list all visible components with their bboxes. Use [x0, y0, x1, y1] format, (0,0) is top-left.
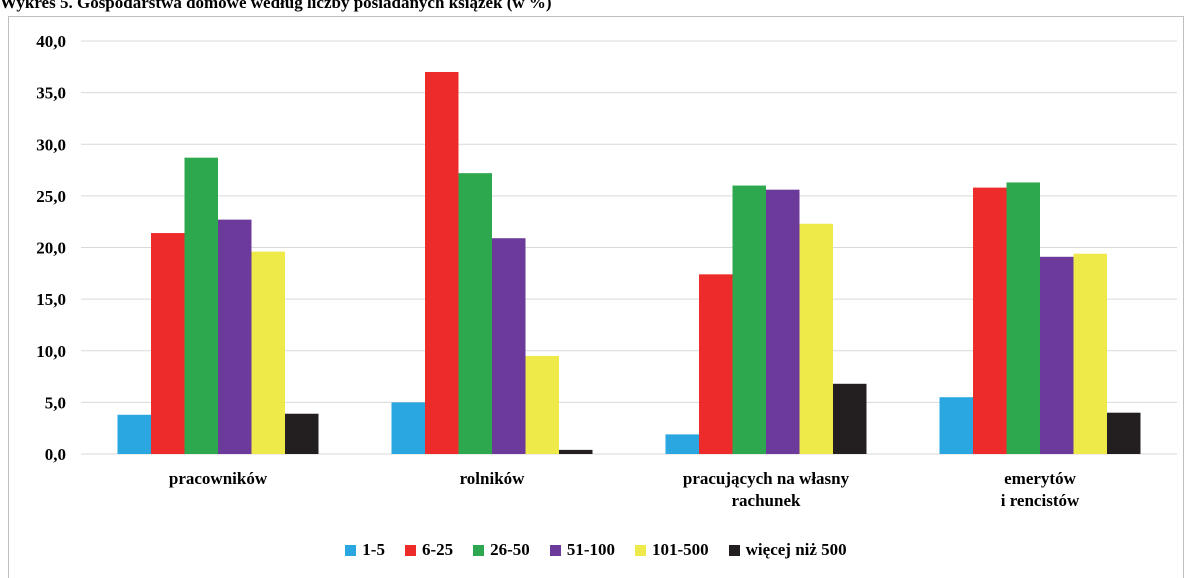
- bar: [766, 189, 800, 454]
- bar: [525, 355, 559, 454]
- legend-label: 1-5: [362, 540, 385, 559]
- x-tick-label: emerytów i rencistów: [1000, 469, 1080, 510]
- legend: 1-5 6-25 26-50 51-100 101-500 więcej niż 500: [8, 540, 1184, 560]
- legend-item: 1-5: [345, 540, 385, 560]
- bar: [1040, 256, 1074, 454]
- bar: [492, 238, 526, 454]
- bar: [1006, 182, 1040, 454]
- x-tick-label: rolników: [459, 469, 525, 488]
- bar: [251, 251, 285, 454]
- y-tick-label: 20,0: [36, 239, 66, 258]
- bar: [458, 173, 492, 454]
- bar: [559, 449, 593, 454]
- y-tick-label: 30,0: [36, 135, 66, 154]
- y-tick-label: 25,0: [36, 187, 66, 206]
- legend-item: 26-50: [473, 540, 530, 560]
- bar: [799, 223, 833, 454]
- bar: [665, 434, 699, 454]
- legend-swatch: [404, 544, 416, 556]
- legend-swatch: [473, 544, 485, 556]
- bar: [117, 414, 151, 454]
- bar: [151, 233, 185, 454]
- y-tick-label: 10,0: [36, 342, 66, 361]
- bar: [939, 397, 973, 454]
- legend-label: 26-50: [490, 540, 530, 559]
- legend-swatch: [634, 544, 646, 556]
- bar: [1107, 412, 1141, 454]
- legend-label: więcej niż 500: [745, 540, 847, 559]
- chart-title: Wykres 5. Gospodarstwa domowe według lic…: [0, 0, 552, 12]
- bar: [833, 383, 867, 454]
- y-tick-label: 40,0: [36, 32, 66, 51]
- chart-frame: [8, 16, 1184, 578]
- y-tick-label: 15,0: [36, 290, 66, 309]
- legend-swatch: [728, 544, 740, 556]
- bar: [218, 219, 252, 454]
- bar: [973, 187, 1007, 455]
- bar: [425, 71, 459, 454]
- x-tick-label: pracowników: [168, 469, 268, 488]
- legend-item: 6-25: [404, 540, 454, 560]
- legend-item: więcej niż 500: [728, 540, 847, 560]
- bar: [732, 185, 766, 455]
- bar: [391, 402, 425, 454]
- legend-item: 101-500: [634, 540, 709, 560]
- legend-label: 6-25: [421, 540, 454, 559]
- y-tick-label: 0,0: [45, 445, 66, 464]
- y-tick-label: 5,0: [45, 393, 66, 412]
- legend-swatch: [549, 544, 561, 556]
- y-tick-label: 35,0: [36, 84, 66, 103]
- bar: [699, 274, 733, 454]
- bar: [1073, 253, 1107, 454]
- legend-item: 51-100: [549, 540, 615, 560]
- bar: [184, 157, 218, 455]
- legend-label: 101-500: [651, 540, 709, 559]
- legend-label: 51-100: [566, 540, 615, 559]
- bar: [285, 413, 319, 454]
- legend-swatch: [345, 544, 357, 556]
- x-tick-label: pracujących na własny rachunek: [682, 469, 850, 510]
